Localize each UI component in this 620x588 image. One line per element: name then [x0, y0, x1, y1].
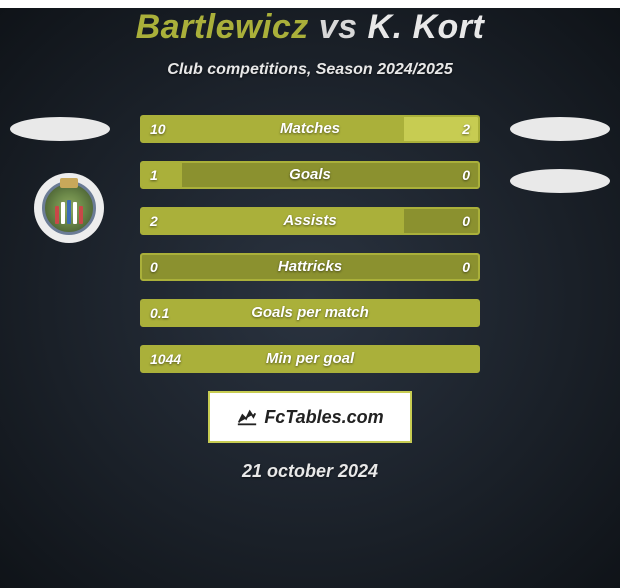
fctables-logo-icon	[236, 406, 258, 428]
stat-right-value: 0	[462, 209, 470, 233]
stat-bar-row: 0 0Hattricks	[140, 253, 480, 281]
player2-placeholder-oval-2	[510, 169, 610, 193]
vs-label: vs	[319, 8, 358, 46]
stat-bar-right-fill	[404, 117, 478, 141]
stat-bars-container: 102Matches10Goals20Assists00Hattricks0.1…	[140, 115, 480, 373]
stat-bar-left-fill	[142, 347, 478, 371]
stat-bar-row: 20Assists	[140, 207, 480, 235]
player1-placeholder-oval	[10, 117, 110, 141]
stat-label: Goals	[142, 163, 478, 187]
footer-date: 21 october 2024	[0, 461, 620, 482]
subtitle: Club competitions, Season 2024/2025	[0, 61, 620, 79]
stat-bar-left-fill	[142, 301, 478, 325]
stat-right-value: 0	[462, 163, 470, 187]
stat-bar-left-fill	[142, 209, 404, 233]
branding-box[interactable]: FcTables.com	[208, 391, 412, 443]
stat-bar-left-fill	[142, 163, 182, 187]
stat-bar-row: 0.1Goals per match	[140, 299, 480, 327]
stat-bar-row: 102Matches	[140, 115, 480, 143]
player1-name: Bartlewicz	[136, 8, 309, 46]
player2-name: K. Kort	[368, 8, 485, 46]
branding-text: FcTables.com	[264, 407, 383, 428]
stat-left-value: 0	[150, 255, 158, 279]
stat-bar-left-fill	[142, 117, 404, 141]
stat-bar-row: 10Goals	[140, 161, 480, 189]
player1-club-badge	[34, 173, 104, 243]
stat-right-value: 0	[462, 255, 470, 279]
page-title: Bartlewicz vs K. Kort	[0, 8, 620, 47]
stat-bar-row: 1044Min per goal	[140, 345, 480, 373]
club-badge-inner	[42, 181, 96, 235]
comparison-content: 102Matches10Goals20Assists00Hattricks0.1…	[0, 115, 620, 373]
player2-placeholder-oval-1	[510, 117, 610, 141]
stat-label: Hattricks	[142, 255, 478, 279]
